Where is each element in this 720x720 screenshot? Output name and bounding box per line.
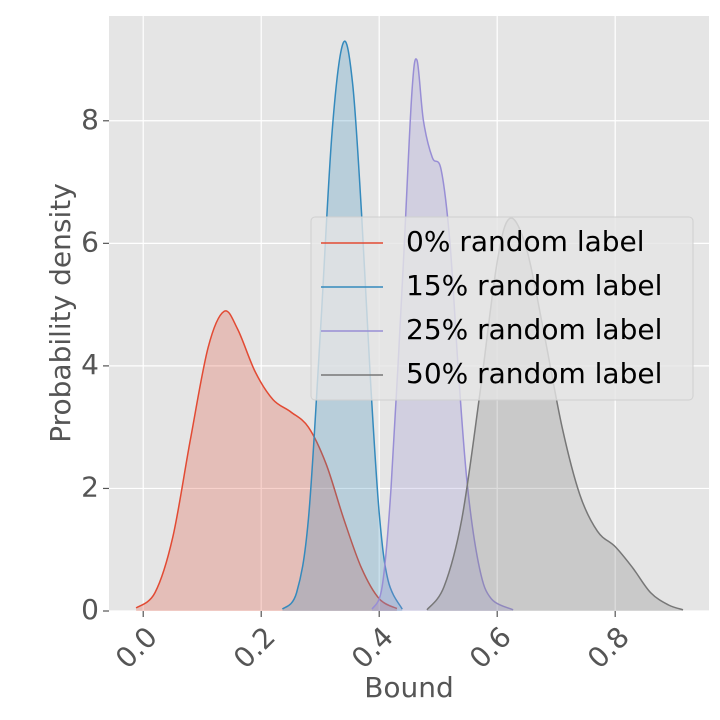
legend-label: 0% random label xyxy=(406,225,645,258)
y-axis-label: Probability density xyxy=(44,183,77,443)
x-tick-label: 0.0 xyxy=(109,620,164,675)
density-area xyxy=(136,310,397,611)
legend-label: 15% random label xyxy=(406,269,662,302)
x-tick-label: 0.6 xyxy=(463,620,518,675)
x-tick-label: 0.8 xyxy=(581,620,636,675)
legend-box xyxy=(310,216,694,401)
y-tick-label: 0 xyxy=(81,593,99,626)
y-tick-label: 6 xyxy=(81,225,99,258)
y-tick-label: 4 xyxy=(81,348,99,381)
density-line xyxy=(371,58,514,611)
y-tick-label: 8 xyxy=(81,103,99,136)
y-tick-label: 2 xyxy=(81,470,99,503)
x-axis-label: Bound xyxy=(364,671,454,704)
legend-label: 50% random label xyxy=(406,357,662,390)
density-line xyxy=(135,310,398,610)
x-tick-label: 0.2 xyxy=(227,620,282,675)
legend-label: 25% random label xyxy=(406,313,662,346)
x-tick-label: 0.4 xyxy=(345,620,400,675)
density-line xyxy=(281,40,403,610)
